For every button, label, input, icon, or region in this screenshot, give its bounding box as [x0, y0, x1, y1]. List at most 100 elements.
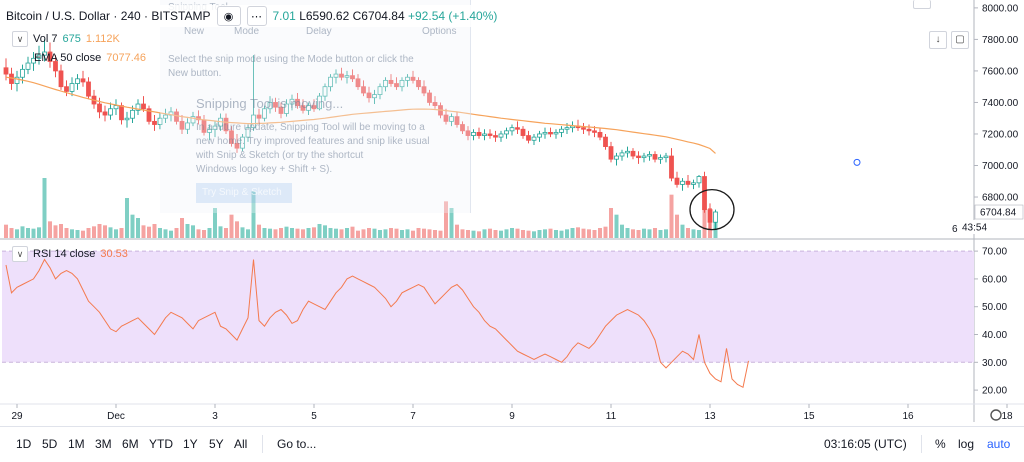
- range-1d[interactable]: 1D: [16, 437, 32, 451]
- fullscreen-icon[interactable]: ▢: [951, 31, 969, 49]
- volume-bar: [86, 228, 91, 238]
- symbol-title[interactable]: Bitcoin / U.S. Dollar · 240 · BITSTAMP: [6, 9, 211, 23]
- volume-bar: [686, 228, 690, 238]
- time-tick-label: 9: [509, 411, 515, 422]
- eye-icon[interactable]: ◉: [216, 6, 241, 26]
- ohlc-low: L6590.62: [299, 9, 350, 23]
- candle-body: [300, 105, 306, 111]
- volume-bar: [301, 229, 305, 238]
- candle-body: [421, 86, 427, 94]
- snip-mode-button[interactable]: Mode: [234, 26, 260, 37]
- last-price-label: 6704.84: [980, 208, 1017, 219]
- candle-body: [487, 133, 493, 136]
- rsi-tick-label: 20.00: [982, 386, 1007, 397]
- candle-body: [212, 125, 218, 130]
- candle-body: [278, 106, 284, 114]
- auto-toggle[interactable]: auto: [987, 437, 1011, 451]
- candle-body: [339, 73, 344, 78]
- candle-body: [20, 68, 25, 78]
- candle-body: [124, 117, 130, 121]
- volume-bar: [323, 225, 327, 238]
- candle-body: [559, 128, 564, 133]
- time-tick-label: Dec: [107, 411, 125, 422]
- volume-bar: [378, 230, 382, 238]
- chart-canvas[interactable]: 8000.00 7800.00 7600.00 7400.00 7200.00 7000.…: [0, 0, 1024, 426]
- gear-icon[interactable]: [990, 409, 1002, 421]
- countdown-tag: [960, 220, 996, 235]
- candle-body: [245, 127, 251, 138]
- ema-legend: EMA 50 close 7077.46: [34, 52, 146, 64]
- candle-body: [625, 150, 630, 154]
- snip-delay-button[interactable]: Delay: [306, 26, 332, 37]
- volume-bar: [411, 230, 415, 238]
- collapse-chevron-icon[interactable]: ∨: [12, 31, 28, 47]
- volume-bar: [658, 230, 663, 238]
- log-toggle[interactable]: log: [958, 437, 975, 451]
- candle-body: [102, 111, 108, 116]
- top-menu-icon[interactable]: [913, 0, 931, 9]
- candle-body: [97, 103, 102, 113]
- candle-body: [366, 92, 372, 99]
- volume-bar: [691, 229, 696, 238]
- range-all[interactable]: All: [234, 437, 248, 451]
- candle-body: [377, 86, 383, 95]
- range-ytd[interactable]: YTD: [149, 437, 173, 451]
- range-1y[interactable]: 1Y: [183, 437, 198, 451]
- rsi-collapse-chevron-icon[interactable]: ∨: [12, 246, 28, 262]
- range-5d[interactable]: 5D: [42, 437, 58, 451]
- scroll-down-icon[interactable]: ↓: [929, 31, 947, 49]
- range-1m[interactable]: 1M: [68, 437, 85, 451]
- volume-bar: [521, 230, 525, 238]
- volume-bar: [284, 226, 289, 238]
- settings-icon[interactable]: ⋯: [246, 6, 267, 26]
- candle-body: [410, 76, 416, 81]
- candle-body: [53, 61, 58, 72]
- volume-bar: [103, 225, 107, 238]
- candle-body: [190, 116, 196, 124]
- goto-button[interactable]: Go to...: [277, 437, 317, 451]
- candle-body: [317, 95, 322, 110]
- ema-value: 7077.46: [106, 52, 147, 64]
- snip-options-button[interactable]: Options: [422, 26, 457, 37]
- volume-bar: [130, 214, 135, 238]
- volume-bar: [449, 208, 454, 238]
- volume-bar: [433, 230, 437, 238]
- volume-bar: [185, 224, 190, 238]
- candle-body: [141, 103, 146, 110]
- candle-body: [432, 102, 438, 107]
- clock-time[interactable]: 03:16:05 (UTC): [824, 437, 907, 451]
- volume-bar: [653, 228, 657, 238]
- candle-body: [234, 143, 240, 149]
- percent-toggle[interactable]: %: [935, 437, 946, 451]
- volume-bar: [548, 228, 553, 238]
- candle-body: [157, 117, 163, 125]
- volume-bar: [669, 194, 674, 238]
- volume-bar: [499, 230, 503, 238]
- volume-bar: [48, 221, 52, 238]
- snip-try-button[interactable]: Try Snip & Sketch: [196, 183, 292, 203]
- candle-body: [69, 83, 75, 92]
- candle-body: [25, 62, 31, 70]
- range-3m[interactable]: 3M: [95, 437, 112, 451]
- candle-body: [146, 108, 152, 122]
- rsi-value: 30.53: [100, 248, 128, 260]
- snip-new-button[interactable]: New: [184, 26, 205, 37]
- volume-bar: [488, 228, 492, 238]
- candle-body: [531, 136, 537, 141]
- candle-body: [311, 105, 317, 110]
- volume-bar: [218, 226, 223, 238]
- candle-body: [108, 108, 113, 116]
- volume-bar: [169, 230, 173, 238]
- candle-body: [614, 155, 619, 160]
- range-6m[interactable]: 6M: [122, 437, 139, 451]
- snip-line1: Select the snip mode using the Mode butt…: [168, 54, 414, 65]
- candle-body: [64, 86, 69, 92]
- volume-bar: [697, 230, 701, 238]
- price-tick-label: 8000.00: [982, 3, 1019, 14]
- volume-bar: [295, 228, 300, 238]
- candle-body: [696, 176, 702, 184]
- candle-body: [493, 135, 498, 138]
- range-5y[interactable]: 5Y: [209, 437, 224, 451]
- candle-body: [328, 76, 333, 88]
- volume-bar: [614, 214, 619, 238]
